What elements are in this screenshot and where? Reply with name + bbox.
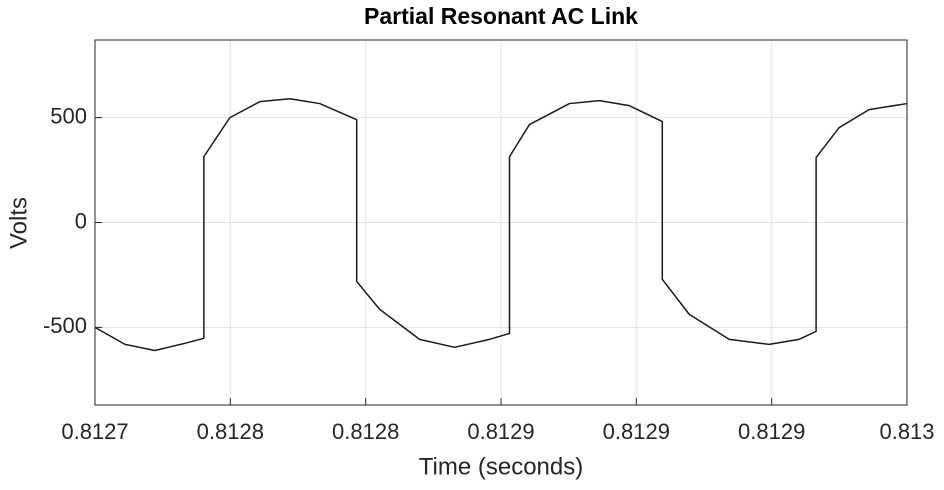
- x-tick-label: 0.8129: [738, 419, 805, 444]
- chart-title: Partial Resonant AC Link: [364, 3, 638, 29]
- y-tick-label: -500: [43, 313, 87, 338]
- x-tick-label: 0.8129: [603, 419, 670, 444]
- x-tick-label: 0.813: [879, 419, 934, 444]
- x-tick-label: 0.8129: [467, 419, 534, 444]
- y-axis-label: Volts: [5, 197, 32, 249]
- y-tick-label: 0: [75, 208, 87, 233]
- data-line: [94, 97, 908, 352]
- x-axis-label: Time (seconds): [419, 453, 583, 480]
- x-tick-label: 0.8128: [197, 419, 264, 444]
- x-tick-label: 0.8127: [61, 419, 128, 444]
- y-tick-label: 500: [50, 103, 87, 128]
- x-tick-label: 0.8128: [332, 419, 399, 444]
- plot-frame: [94, 39, 908, 406]
